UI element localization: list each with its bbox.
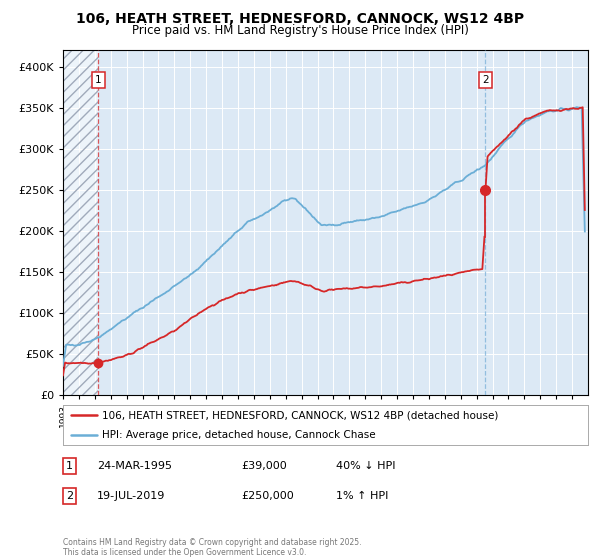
Text: £250,000: £250,000 [241,491,294,501]
Text: 40% ↓ HPI: 40% ↓ HPI [336,461,395,471]
Text: 19-JUL-2019: 19-JUL-2019 [97,491,166,501]
Text: 1: 1 [66,461,73,471]
Text: HPI: Average price, detached house, Cannock Chase: HPI: Average price, detached house, Cann… [103,430,376,440]
Text: 24-MAR-1995: 24-MAR-1995 [97,461,172,471]
Text: 106, HEATH STREET, HEDNESFORD, CANNOCK, WS12 4BP: 106, HEATH STREET, HEDNESFORD, CANNOCK, … [76,12,524,26]
Text: 1% ↑ HPI: 1% ↑ HPI [336,491,388,501]
Text: Price paid vs. HM Land Registry's House Price Index (HPI): Price paid vs. HM Land Registry's House … [131,24,469,36]
Text: £39,000: £39,000 [241,461,287,471]
Text: 2: 2 [66,491,73,501]
Text: 106, HEATH STREET, HEDNESFORD, CANNOCK, WS12 4BP (detached house): 106, HEATH STREET, HEDNESFORD, CANNOCK, … [103,410,499,421]
Text: Contains HM Land Registry data © Crown copyright and database right 2025.
This d: Contains HM Land Registry data © Crown c… [63,538,361,557]
Text: 1: 1 [95,74,101,85]
Text: 2: 2 [482,74,488,85]
